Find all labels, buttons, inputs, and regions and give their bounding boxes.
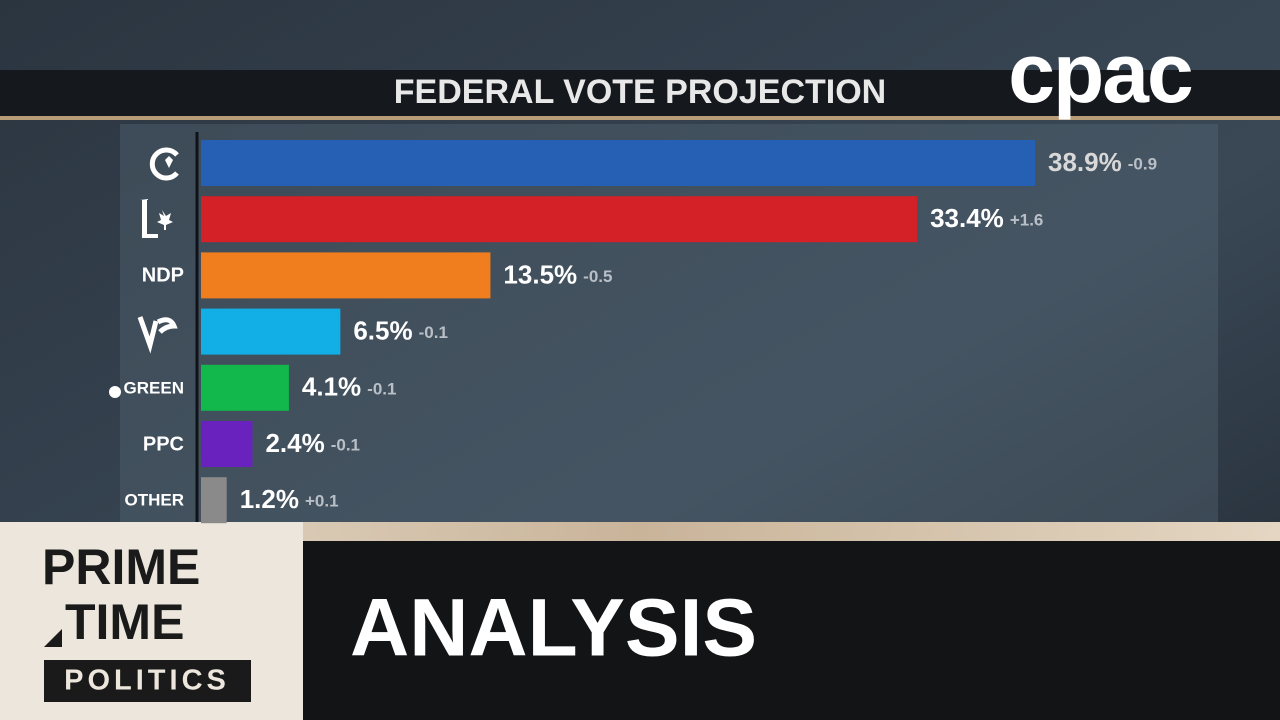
category-label: NDP <box>142 265 184 287</box>
show-line: POLITICS <box>64 665 230 697</box>
bloc-icon <box>137 316 178 354</box>
value-label: 4.1% <box>302 372 361 402</box>
value-label: 6.5% <box>353 315 412 345</box>
show-accent <box>44 629 62 647</box>
show-line: TIME <box>65 594 184 650</box>
segment-title: ANALYSIS <box>350 583 757 674</box>
value-label: 2.4% <box>265 428 324 458</box>
gold-strip <box>0 522 1280 542</box>
chart-title: FEDERAL VOTE PROJECTION <box>394 73 886 111</box>
conservative-icon <box>149 147 179 181</box>
bar <box>201 252 491 299</box>
bar <box>201 364 289 411</box>
change-label: -0.1 <box>419 323 448 342</box>
bar <box>201 140 1035 186</box>
category-label: OTHER <box>125 491 185 510</box>
network-logo: cpac <box>1008 26 1192 120</box>
category-label: GREEN <box>124 378 184 397</box>
value-label: 1.2% <box>240 484 299 514</box>
title-rule <box>0 116 1280 120</box>
bar <box>201 196 918 243</box>
show-line: PRIME <box>42 539 200 595</box>
change-label: -0.5 <box>583 267 612 286</box>
segment-panel <box>303 541 1280 720</box>
value-label: 13.5% <box>503 259 577 289</box>
change-label: -0.1 <box>331 435 360 454</box>
change-label: +0.1 <box>305 492 339 511</box>
bar <box>201 308 341 355</box>
change-label: -0.9 <box>1128 154 1157 173</box>
bar <box>201 421 253 467</box>
green-icon <box>109 386 121 398</box>
category-label: PPC <box>143 433 184 455</box>
liberal-icon <box>140 199 173 238</box>
title-band <box>0 70 1280 116</box>
value-label: 38.9% <box>1048 147 1122 177</box>
show-box <box>44 660 251 702</box>
bar <box>201 477 227 524</box>
change-label: -0.1 <box>367 379 396 398</box>
value-label: 33.4% <box>930 203 1004 233</box>
change-label: +1.6 <box>1010 211 1044 230</box>
